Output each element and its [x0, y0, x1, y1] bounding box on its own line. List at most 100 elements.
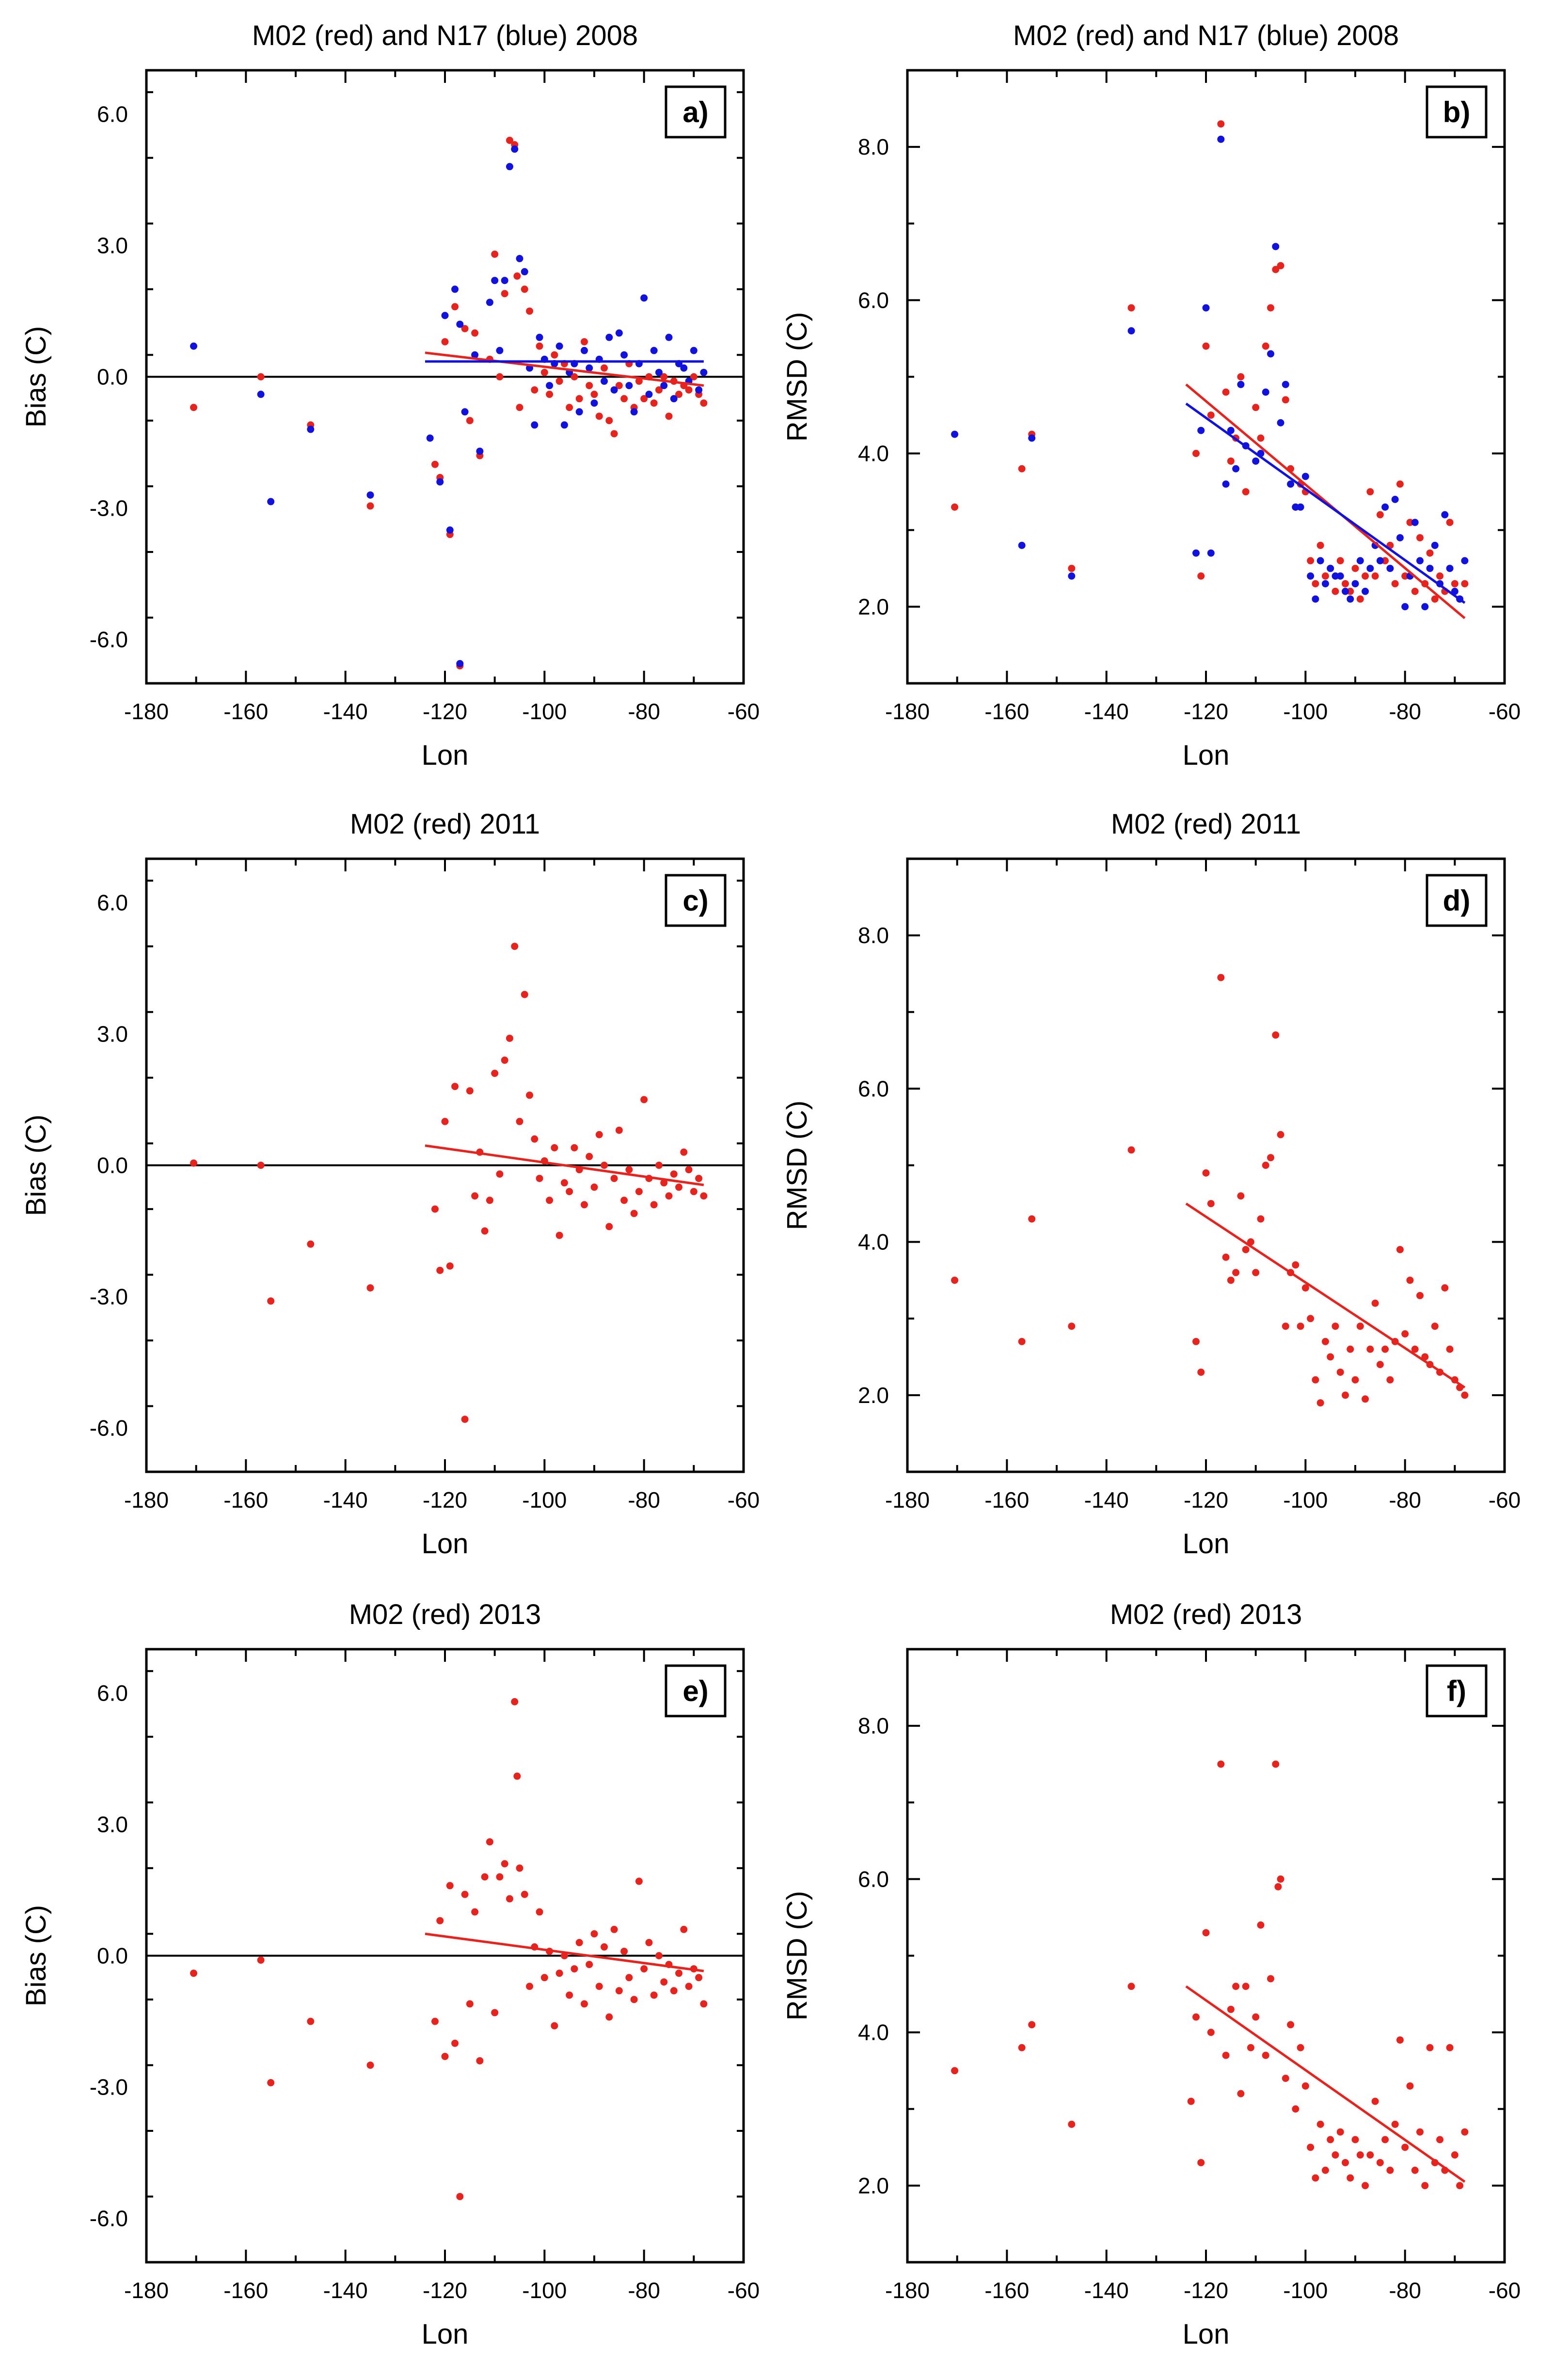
chart-panel-f: M02 (red) 2013 RMSD (C) Lon -180 -160 -140 -12…	[781, 1599, 1521, 2350]
x-tick-label: -180	[885, 699, 930, 724]
data-point	[1386, 1376, 1394, 1384]
data-point	[1202, 1169, 1210, 1177]
data-point	[1421, 603, 1429, 611]
data-point	[1362, 2182, 1369, 2190]
data-point	[1127, 1983, 1135, 1990]
data-point	[1282, 380, 1289, 388]
series-0	[951, 120, 1469, 603]
y-axis-label: RMSD (C)	[781, 1891, 813, 2020]
data-point	[1192, 549, 1200, 557]
data-point	[441, 1118, 449, 1125]
plot-frame	[906, 1648, 1506, 2264]
data-point	[1274, 1883, 1282, 1891]
data-point	[635, 1877, 643, 1885]
data-point	[526, 1091, 534, 1099]
panel-label: c)	[682, 884, 708, 917]
data-point	[551, 2022, 558, 2030]
data-point	[1431, 595, 1439, 603]
data-point	[1391, 2120, 1399, 2128]
data-point	[586, 1961, 593, 1969]
x-tick-label: -60	[728, 699, 760, 724]
data-point	[700, 368, 708, 376]
x-tick-label: -100	[522, 2278, 567, 2303]
data-point	[446, 1262, 454, 1270]
panel-label-box	[665, 874, 727, 927]
data-point	[1351, 1376, 1359, 1384]
panel-label: b)	[1443, 96, 1471, 128]
data-point	[1292, 503, 1300, 511]
data-point	[486, 1838, 493, 1846]
x-tick-label: -80	[1389, 1487, 1421, 1513]
y-tick-label: -3.0	[90, 2075, 128, 2100]
data-point	[511, 943, 519, 950]
y-tick-label: 2.0	[858, 1383, 889, 1408]
panel-label: a)	[682, 96, 708, 128]
data-point	[630, 1210, 638, 1217]
chart-title: M02 (red) and N17 (blue) 2008	[252, 20, 638, 51]
data-point	[640, 1965, 648, 1973]
data-point	[605, 1223, 613, 1230]
data-point	[645, 391, 653, 398]
data-point	[580, 347, 588, 354]
data-point	[586, 1152, 593, 1160]
y-tick-label: -3.0	[90, 1284, 128, 1309]
data-point	[1316, 1399, 1324, 1407]
y-axis-label: Bias (C)	[20, 326, 52, 427]
data-point	[516, 1864, 523, 1872]
data-point	[1426, 565, 1434, 572]
x-tick-label: -140	[323, 1487, 368, 1513]
data-point	[1316, 2120, 1324, 2128]
data-point	[531, 386, 539, 394]
data-point	[1312, 595, 1319, 603]
data-point	[1356, 557, 1364, 565]
x-tick-label: -180	[124, 1487, 169, 1513]
data-point	[1127, 1146, 1135, 1154]
data-point	[1262, 388, 1269, 396]
data-point	[1411, 519, 1419, 526]
data-point	[1321, 1338, 1329, 1345]
data-point	[555, 342, 563, 350]
data-point	[1237, 2090, 1245, 2097]
data-point	[366, 2061, 374, 2069]
y-tick-label: 6.0	[858, 1076, 889, 1101]
x-tick-label: -60	[728, 2278, 760, 2303]
data-point	[1371, 2097, 1379, 2105]
data-point	[1327, 1353, 1334, 1361]
data-point	[1262, 342, 1269, 350]
data-point	[1386, 565, 1394, 572]
data-point	[506, 163, 513, 171]
series-0	[951, 1760, 1469, 2190]
data-point	[466, 1087, 474, 1095]
data-point	[575, 408, 583, 416]
y-tick-label: 2.0	[858, 594, 889, 619]
data-point	[625, 1974, 633, 1982]
data-point	[1356, 595, 1364, 603]
data-point	[1376, 1361, 1384, 1369]
data-point	[1421, 2182, 1429, 2190]
x-tick-label: -180	[885, 1487, 930, 1513]
data-point	[513, 1772, 521, 1780]
data-point	[1376, 557, 1384, 565]
data-point	[451, 2039, 459, 2047]
data-point	[1068, 2120, 1076, 2128]
data-point	[516, 1118, 523, 1125]
trend-line-0	[1185, 1202, 1466, 1389]
y-tick-label: 3.0	[97, 233, 128, 258]
data-point	[513, 272, 521, 280]
data-point	[1416, 557, 1424, 565]
data-point	[496, 347, 504, 354]
data-point	[1441, 511, 1449, 519]
x-tick-label: -160	[223, 1487, 268, 1513]
data-point	[575, 1939, 583, 1946]
data-point	[1197, 1368, 1205, 1376]
data-point	[1327, 565, 1334, 572]
data-point	[1381, 557, 1389, 565]
y-tick-label: 8.0	[858, 1713, 889, 1738]
data-point	[1127, 304, 1135, 312]
data-point	[640, 1096, 648, 1103]
data-point	[1332, 587, 1339, 595]
x-tick-label: -80	[628, 2278, 660, 2303]
data-point	[690, 347, 698, 354]
data-point	[1461, 557, 1469, 565]
data-point	[491, 1070, 499, 1077]
